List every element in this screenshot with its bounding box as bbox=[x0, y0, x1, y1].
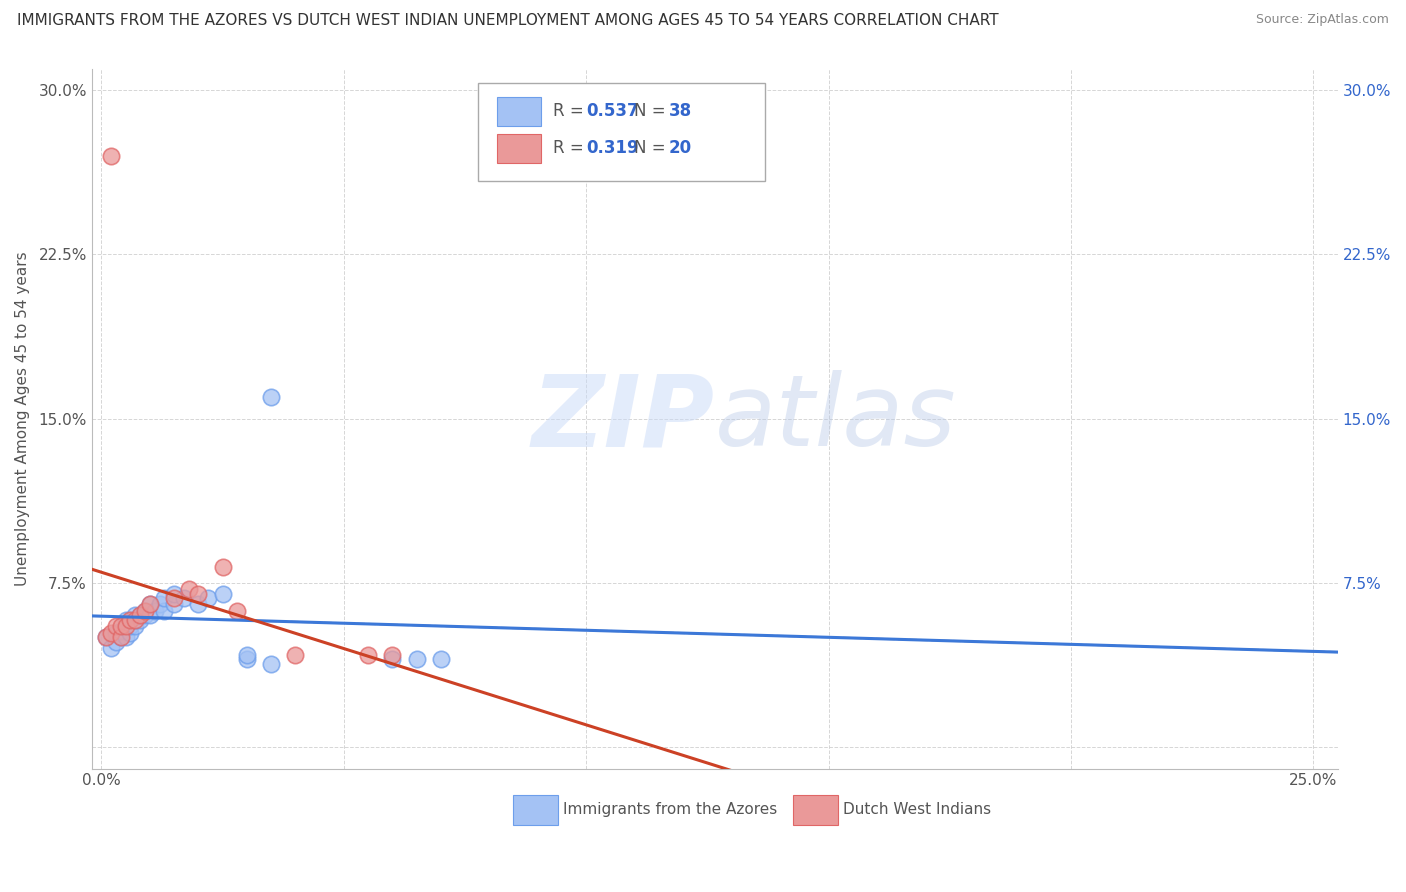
Point bbox=[129, 613, 152, 627]
Point bbox=[173, 591, 195, 605]
FancyBboxPatch shape bbox=[496, 96, 541, 126]
Point bbox=[139, 608, 162, 623]
Point bbox=[187, 598, 209, 612]
Text: 20: 20 bbox=[669, 138, 692, 157]
Point bbox=[177, 582, 200, 596]
Text: Dutch West Indians: Dutch West Indians bbox=[844, 802, 991, 817]
Point bbox=[124, 613, 146, 627]
Point bbox=[110, 630, 132, 644]
Point bbox=[139, 598, 162, 612]
Point bbox=[139, 598, 162, 612]
Point bbox=[120, 619, 142, 633]
Text: 0.319: 0.319 bbox=[586, 138, 638, 157]
Text: 38: 38 bbox=[669, 102, 692, 120]
Y-axis label: Unemployment Among Ages 45 to 54 years: Unemployment Among Ages 45 to 54 years bbox=[15, 252, 30, 586]
Point bbox=[187, 586, 209, 600]
Text: N =: N = bbox=[634, 102, 671, 120]
Point bbox=[110, 624, 132, 638]
Point bbox=[284, 648, 307, 662]
Point bbox=[236, 648, 259, 662]
Point bbox=[405, 652, 427, 666]
FancyBboxPatch shape bbox=[478, 83, 765, 180]
Point bbox=[148, 598, 170, 612]
Point bbox=[163, 598, 186, 612]
Point bbox=[163, 591, 186, 605]
Text: Immigrants from the Azores: Immigrants from the Azores bbox=[562, 802, 778, 817]
Point bbox=[114, 619, 136, 633]
Text: 0.537: 0.537 bbox=[586, 102, 638, 120]
Point bbox=[211, 586, 233, 600]
Point bbox=[104, 634, 127, 648]
Point bbox=[134, 608, 156, 623]
Point bbox=[260, 657, 283, 671]
Point bbox=[114, 630, 136, 644]
Point bbox=[129, 608, 152, 623]
Point bbox=[153, 591, 176, 605]
Point bbox=[100, 641, 122, 656]
Point bbox=[381, 652, 404, 666]
Point bbox=[110, 619, 132, 633]
Text: Source: ZipAtlas.com: Source: ZipAtlas.com bbox=[1256, 13, 1389, 27]
Point bbox=[197, 591, 219, 605]
Point bbox=[96, 630, 118, 644]
Point bbox=[114, 619, 136, 633]
Point bbox=[381, 648, 404, 662]
Text: IMMIGRANTS FROM THE AZORES VS DUTCH WEST INDIAN UNEMPLOYMENT AMONG AGES 45 TO 54: IMMIGRANTS FROM THE AZORES VS DUTCH WEST… bbox=[17, 13, 998, 29]
FancyBboxPatch shape bbox=[513, 795, 558, 824]
Point bbox=[429, 652, 451, 666]
Point bbox=[104, 619, 127, 633]
Text: atlas: atlas bbox=[714, 370, 956, 467]
Point bbox=[153, 604, 176, 618]
Point bbox=[124, 613, 146, 627]
Point bbox=[260, 390, 283, 404]
Point bbox=[96, 630, 118, 644]
Point bbox=[129, 608, 152, 623]
Point bbox=[124, 619, 146, 633]
Point bbox=[134, 604, 156, 618]
Point bbox=[211, 560, 233, 574]
FancyBboxPatch shape bbox=[496, 134, 541, 163]
Text: ZIP: ZIP bbox=[531, 370, 714, 467]
Point bbox=[120, 626, 142, 640]
Point bbox=[226, 604, 249, 618]
FancyBboxPatch shape bbox=[793, 795, 838, 824]
Point bbox=[110, 630, 132, 644]
Point bbox=[114, 613, 136, 627]
Point bbox=[236, 652, 259, 666]
Point bbox=[134, 604, 156, 618]
Text: R =: R = bbox=[553, 102, 589, 120]
Point bbox=[143, 604, 166, 618]
Point bbox=[100, 626, 122, 640]
Point bbox=[120, 613, 142, 627]
Text: R =: R = bbox=[553, 138, 589, 157]
Point bbox=[124, 608, 146, 623]
Point bbox=[163, 586, 186, 600]
Point bbox=[104, 626, 127, 640]
Point bbox=[357, 648, 380, 662]
Point bbox=[100, 149, 122, 163]
Point bbox=[120, 613, 142, 627]
Text: N =: N = bbox=[634, 138, 671, 157]
